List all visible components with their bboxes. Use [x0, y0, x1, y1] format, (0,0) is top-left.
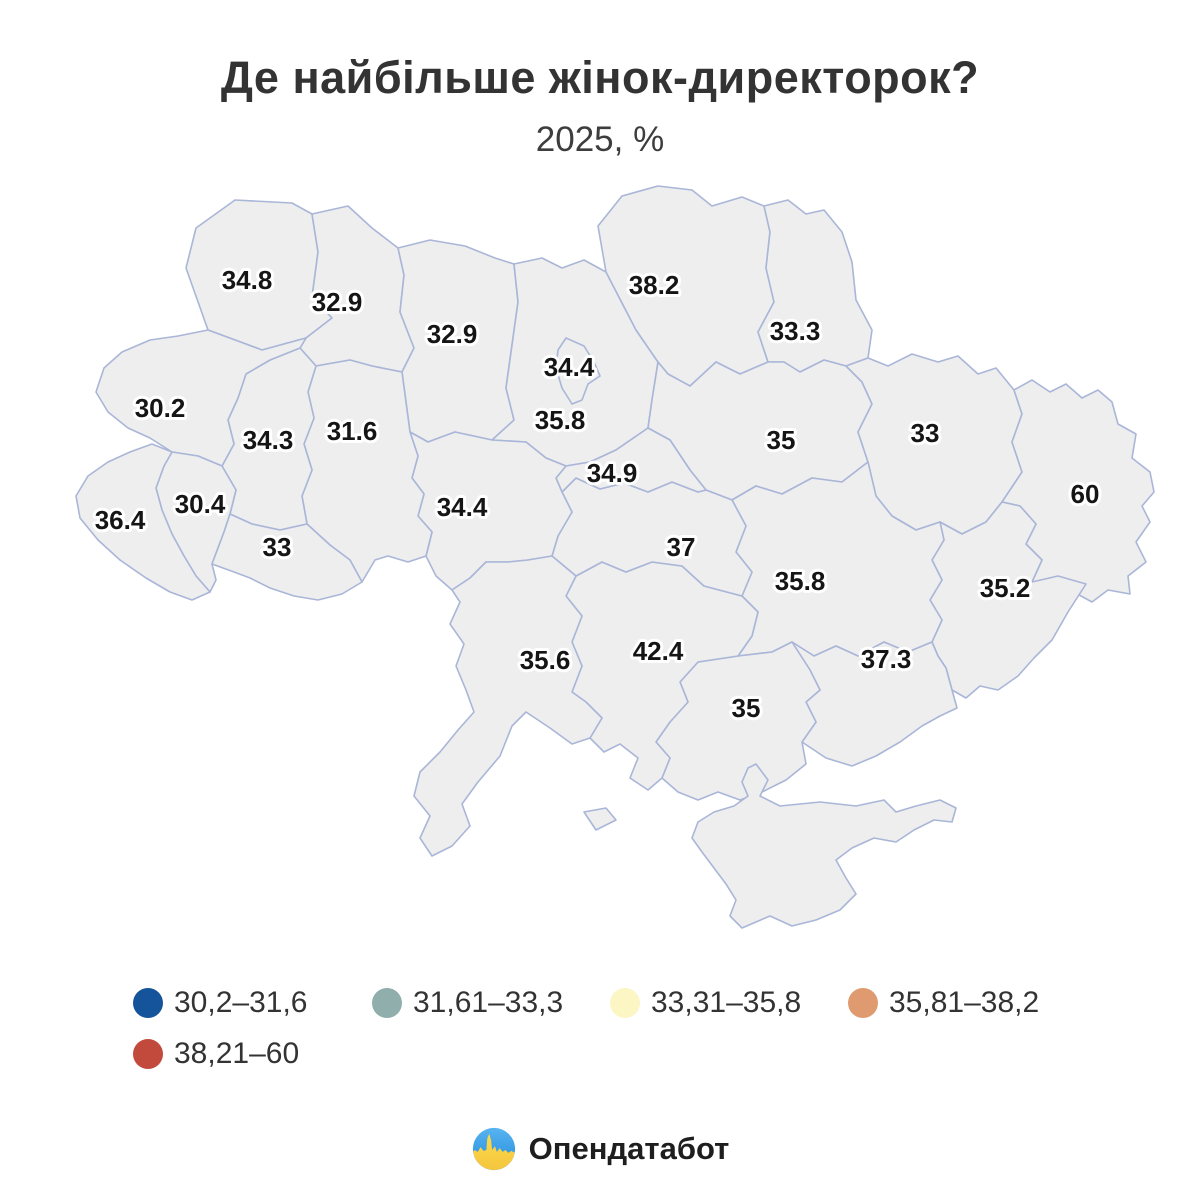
brand-footer: Опендатабот	[0, 1122, 1200, 1176]
map-region-chernivtsi	[211, 513, 363, 601]
legend-swatch-yellow	[610, 988, 640, 1018]
map-region-kyiv-city	[555, 337, 601, 405]
region-value-labels: 34.8 32.9 32.9 35.8 34.4 38.2 33.3 30.2 34.3 31.6…	[92, 262, 1103, 726]
region-value-label-lviv: 30.2	[135, 393, 186, 423]
region-value-label-kyiv-oblast: 35.8	[535, 405, 586, 435]
map-regions	[75, 185, 1155, 929]
region-value-label-rivne: 32.9	[312, 287, 363, 317]
map-region-zakarpattia	[75, 443, 211, 601]
legend-item-blue: 30,2–31,6	[133, 987, 307, 1019]
region-value-label-zakarpattia: 36.4	[95, 505, 146, 535]
legend-label: 35,81–38,2	[889, 986, 1040, 1019]
region-value-label-kyiv-city: 34.4	[544, 352, 595, 382]
region-value-label-zhytomyr: 32.9	[427, 319, 478, 349]
region-value-label-ternopil: 34.3	[243, 425, 294, 455]
region-value-label-odesa: 35.6	[520, 645, 571, 675]
legend-swatch-blue	[133, 988, 163, 1018]
region-value-label-kirovohrad: 37	[667, 532, 696, 562]
region-value-label-khmelnytskyi: 31.6	[327, 416, 378, 446]
region-value-label-sumy: 33.3	[770, 316, 821, 346]
legend-swatch-salmon	[848, 988, 878, 1018]
legend-swatch-red	[133, 1039, 163, 1069]
legend-label: 31,61–33,3	[413, 986, 564, 1019]
legend-item-yellow: 33,31–35,8	[610, 987, 801, 1019]
legend-item-red: 38,21–60	[133, 1038, 299, 1070]
region-value-label-chernihiv: 38.2	[629, 270, 680, 300]
region-value-label-poltava: 35	[767, 425, 796, 455]
legend-item-teal: 31,61–33,3	[372, 987, 563, 1019]
map-region-mykolaiv-spit	[583, 807, 617, 831]
region-value-label-cherkasy: 34.9	[587, 458, 638, 488]
legend-swatch-teal	[372, 988, 402, 1018]
brand-name: Опендатабот	[528, 1131, 730, 1166]
map-region-crimea	[691, 763, 957, 929]
region-value-label-zaporizhzhia: 37.3	[861, 644, 912, 674]
opendatabot-logo-icon	[472, 1127, 515, 1171]
region-value-label-vinnytsia: 34.4	[437, 492, 488, 522]
region-value-label-dnipropetrovsk: 35.8	[775, 566, 826, 596]
region-value-label-luhansk: 60	[1071, 479, 1100, 509]
region-value-label-kharkiv: 33	[911, 418, 940, 448]
page-subtitle: 2025, %	[535, 120, 665, 159]
legend-label: 30,2–31,6	[174, 986, 308, 1019]
legend-label: 33,31–35,8	[651, 986, 802, 1019]
region-value-label-mykolaiv: 42.4	[633, 636, 684, 666]
region-value-label-volyn: 34.8	[222, 265, 273, 295]
map-region-cherkasy	[555, 427, 707, 493]
region-value-label-chernivtsi: 33	[263, 532, 292, 562]
region-value-label-donetsk: 35.2	[980, 573, 1031, 603]
page-title: Де найбільше жінок-директорок?	[220, 52, 980, 103]
map-region-sumy	[757, 199, 873, 373]
legend-label: 38,21–60	[174, 1037, 300, 1070]
map-region-odesa	[413, 555, 603, 857]
legend-item-salmon: 35,81–38,2	[848, 987, 1039, 1019]
region-value-label-kherson: 35	[732, 693, 761, 723]
region-value-label-ivano-frankivsk: 30.4	[175, 489, 226, 519]
